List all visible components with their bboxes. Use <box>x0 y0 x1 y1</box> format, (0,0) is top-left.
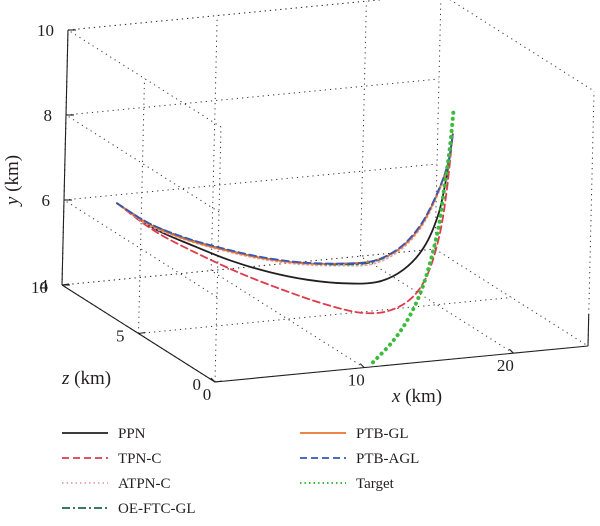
grid-line <box>63 199 218 298</box>
legend-item-ppn: PPN <box>62 426 146 442</box>
series-line-tpn-c <box>116 133 454 315</box>
x-tick-mark <box>359 363 365 368</box>
legend-item-oe-ftc-gl: OE-FTC-GL <box>62 501 196 517</box>
legend-label: PPN <box>118 426 146 442</box>
z-axis-label-var: z <box>61 368 70 389</box>
y-tick-label: 6 <box>42 191 51 210</box>
x-tick-mark <box>210 377 216 383</box>
grid-line <box>210 15 218 271</box>
x-tick-label: 10 <box>348 371 365 390</box>
legend: PPN TPN-C ATPN-C OE-FTC-GL PTB-GL PTB-AGL Targ… <box>62 426 419 517</box>
z-tick-mark <box>61 283 70 286</box>
grid-line <box>434 248 589 347</box>
legend-label: ATPN-C <box>118 476 171 492</box>
x-axis-line <box>214 345 589 383</box>
series-line-atpn-c <box>116 133 454 267</box>
z-axis-label: z (km) <box>61 368 111 389</box>
grid-line <box>67 0 385 31</box>
z-tick-label: 5 <box>116 327 125 346</box>
x-axis-label: x (km) <box>391 386 442 407</box>
z-axis-label-unit: (km) <box>69 368 111 389</box>
z-tick-label: 10 <box>31 278 48 297</box>
x-tick-label: 20 <box>497 356 514 375</box>
grid-line <box>138 78 145 334</box>
legend-label: Target <box>356 476 395 492</box>
grid-line <box>214 126 222 383</box>
y-tick-label: 8 <box>44 106 53 125</box>
y-tick-labels: 4 6 8 10 <box>37 21 54 295</box>
legend-item-tpn-c: TPN-C <box>62 451 161 467</box>
grid-line <box>359 1 367 257</box>
z-tick-label: 0 <box>193 375 202 394</box>
z-tick-mark <box>214 380 223 383</box>
grid-line <box>65 114 220 213</box>
series-line-ptb-agl <box>116 133 454 265</box>
y-axis-label: y (km) <box>2 155 23 207</box>
x-axis-label-unit: (km) <box>400 386 442 407</box>
z-tick-labels: 0 5 10 <box>31 278 201 394</box>
y-tick-label: 4 <box>40 276 49 295</box>
grid-lines <box>61 0 595 383</box>
legend-label: PTB-GL <box>356 426 409 442</box>
legend-label: PTB-AGL <box>356 451 419 467</box>
legend-item-ptb-agl: PTB-AGL <box>300 451 419 467</box>
series-line-target <box>371 110 456 365</box>
y-tick-label: 10 <box>37 21 54 40</box>
axes-box <box>61 29 590 383</box>
x-tick-labels: 0 10 20 <box>203 356 514 404</box>
x-tick-mark <box>509 348 514 354</box>
y-axis-label-unit: (km) <box>2 155 23 197</box>
legend-item-target: Target <box>300 476 395 492</box>
grid-line <box>360 255 514 354</box>
grid-line <box>67 0 385 31</box>
legend-item-atpn-c: ATPN-C <box>62 476 171 492</box>
grid-line <box>67 29 222 128</box>
grid-line <box>434 0 442 250</box>
grid-line <box>65 78 440 116</box>
legend-label: TPN-C <box>118 451 161 467</box>
legend-label: OE-FTC-GL <box>118 501 196 517</box>
axis-edge <box>587 314 590 347</box>
x-axis-label-var: x <box>391 386 401 407</box>
grid-line <box>138 297 512 334</box>
y-axis-label-var: y <box>2 196 23 207</box>
x-tick-label: 0 <box>203 385 212 404</box>
grid-line <box>449 0 595 92</box>
grid-line <box>587 90 595 347</box>
grid-line <box>63 163 438 201</box>
z-tick-mark <box>138 331 146 335</box>
grid-line <box>210 270 365 369</box>
series-line-ppn <box>116 133 454 285</box>
plot-area <box>116 110 456 365</box>
legend-item-ptb-gl: PTB-GL <box>300 426 409 442</box>
y-axis-line <box>61 29 69 286</box>
